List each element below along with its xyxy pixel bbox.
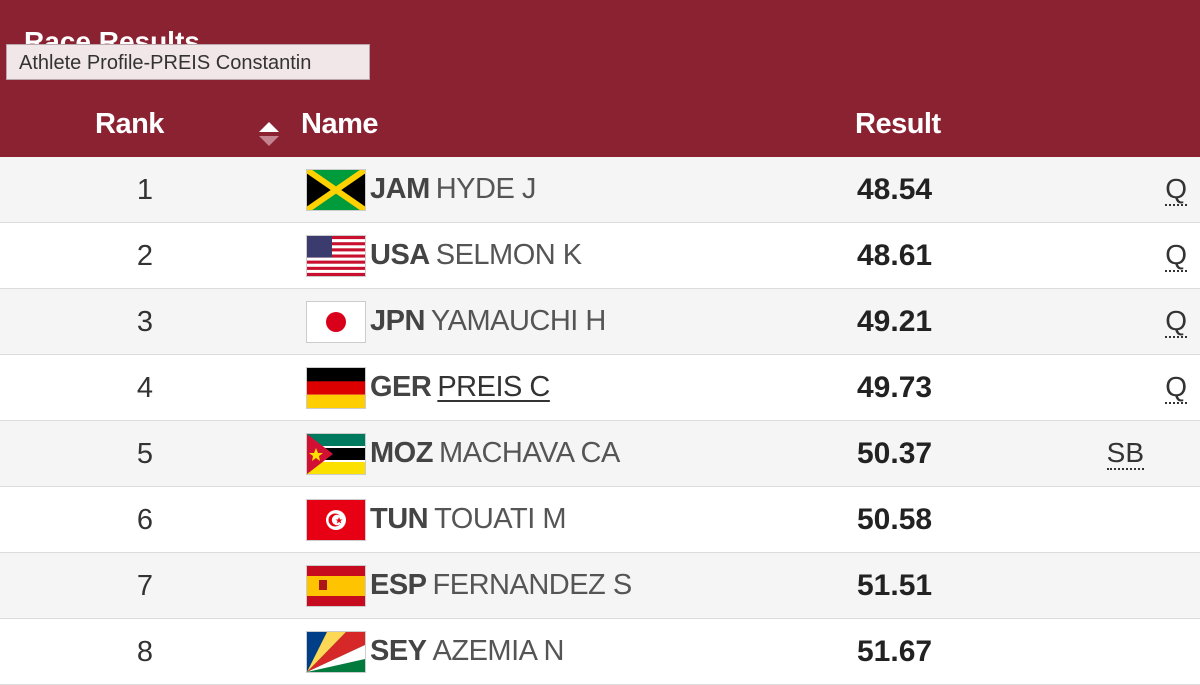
sort-icon[interactable] xyxy=(258,118,280,150)
result: 51.51 xyxy=(857,569,933,602)
result: 50.58 xyxy=(857,503,933,536)
flag xyxy=(306,235,366,277)
flag xyxy=(306,631,366,673)
result-row: 7 ESP FERNANDEZ S 51.51 xyxy=(0,553,1200,619)
country-code: TUN xyxy=(370,503,429,535)
qualification-note[interactable]: Q xyxy=(1165,371,1187,404)
result-row: 2 USA SELMON K 48.61 Q xyxy=(0,223,1200,289)
result-row: 5 MOZ MACHAVA CA 50.37 SB xyxy=(0,421,1200,487)
result-header[interactable]: Result xyxy=(855,108,941,140)
country-code: JPN xyxy=(370,305,425,337)
result-row: 3 JPN YAMAUCHI H 49.21 Q xyxy=(0,289,1200,355)
rank: 1 xyxy=(136,174,154,206)
result: 49.21 xyxy=(857,305,933,338)
flag xyxy=(306,499,366,541)
qualification-note[interactable]: Q xyxy=(1165,305,1187,338)
qualification-note[interactable]: Q xyxy=(1165,239,1187,272)
rank: 5 xyxy=(136,438,154,470)
qualification-note[interactable]: Q xyxy=(1165,173,1187,206)
athlete-name[interactable]: TOUATI M xyxy=(434,503,566,535)
rank: 2 xyxy=(136,240,154,272)
country-code: JAM xyxy=(370,173,430,205)
result: 49.73 xyxy=(857,371,933,404)
country-code: ESP xyxy=(370,569,427,601)
athlete-name[interactable]: YAMAUCHI H xyxy=(430,305,606,337)
flag xyxy=(306,169,366,211)
country-code: USA xyxy=(370,239,430,271)
results-header: Race Results Athlete Profile-PREIS Const… xyxy=(0,0,1200,157)
name-header[interactable]: Name xyxy=(301,108,379,140)
country-code: MOZ xyxy=(370,437,433,469)
athlete-name[interactable]: MACHAVA CA xyxy=(438,437,620,469)
country-code: GER xyxy=(370,371,432,403)
tooltip: Athlete Profile-PREIS Constantin xyxy=(6,44,370,80)
flag xyxy=(306,367,366,409)
qualification-note[interactable]: SB xyxy=(1106,437,1144,470)
athlete-name[interactable]: FERNANDEZ S xyxy=(432,569,633,601)
result-row: 4 GER PREIS C 49.73 Q xyxy=(0,355,1200,421)
flag xyxy=(306,301,366,343)
result-row: 1 JAM HYDE J 48.54 Q xyxy=(0,157,1200,223)
athlete-name[interactable]: HYDE J xyxy=(435,173,537,205)
flag xyxy=(306,433,366,475)
athlete-name[interactable]: PREIS C xyxy=(437,371,550,403)
result-row: 8 SEY AZEMIA N 51.67 xyxy=(0,619,1200,685)
result: 50.37 xyxy=(857,437,933,470)
rank: 4 xyxy=(136,372,154,404)
athlete-name[interactable]: SELMON K xyxy=(435,239,582,271)
country-code: SEY xyxy=(370,635,427,667)
result: 51.67 xyxy=(857,635,933,668)
athlete-name[interactable]: AZEMIA N xyxy=(432,635,565,667)
result-row: 6 TUN TOUATI M 50.58 xyxy=(0,487,1200,553)
flag xyxy=(306,565,366,607)
result: 48.54 xyxy=(857,173,933,206)
result: 48.61 xyxy=(857,239,933,272)
rank: 6 xyxy=(136,504,154,536)
rank: 8 xyxy=(136,636,154,668)
rank: 3 xyxy=(136,306,154,338)
results-table: 1 JAM HYDE J 48.54 Q 2 USA SELMON K 48.61 Q 3 JPN YA… xyxy=(0,157,1200,685)
rank: 7 xyxy=(136,570,154,602)
rank-header[interactable]: Rank xyxy=(95,108,164,140)
